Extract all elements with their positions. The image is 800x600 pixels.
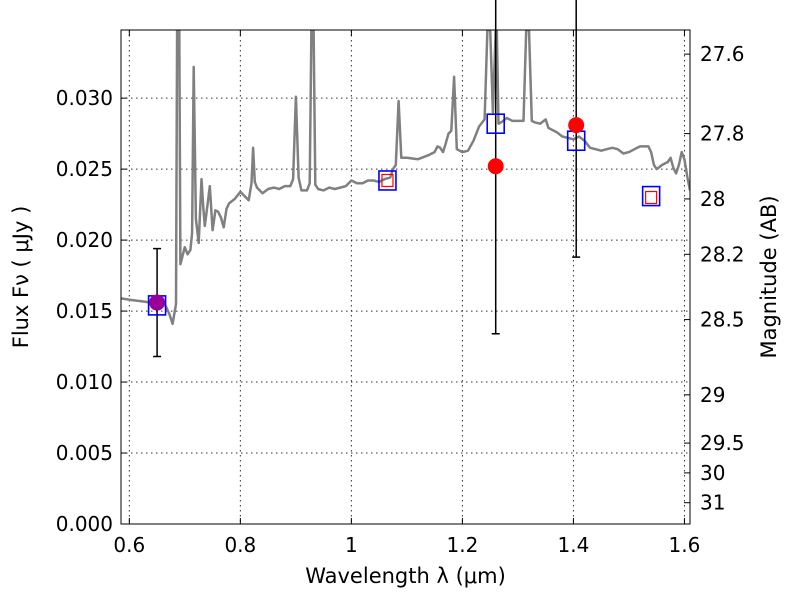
y2-axis-label: Magnitude (AB) — [757, 195, 781, 358]
grid-lines — [121, 30, 690, 525]
y-tick-label: 0.025 — [56, 157, 113, 181]
spectrum-layer — [121, 30, 690, 326]
y-axis-label: Flux Fν ( μJy ) — [9, 206, 33, 349]
y-tick-label: 0.005 — [56, 441, 113, 465]
y2-tick-label: 27.8 — [700, 122, 745, 146]
labels-layer: 0.6 0.8 1 1.2 1.4 1.6 0.000 0.005 0.010 0.015 0.02… — [56, 42, 745, 557]
plot-frame — [120, 29, 691, 525]
y2-tick-label: 31 — [700, 491, 725, 515]
spectrum-line — [121, 30, 690, 326]
observed-point — [568, 117, 585, 134]
y-tick-label: 0.000 — [56, 512, 113, 536]
x-tick-label: 1 — [345, 533, 358, 557]
model-square — [641, 185, 661, 207]
model-square — [486, 113, 506, 134]
x-tick-label: 1.4 — [558, 533, 590, 557]
y2-tick-label: 29 — [700, 383, 725, 407]
y-tick-label: 0.015 — [56, 299, 113, 323]
observed-point — [149, 294, 166, 311]
y2-tick-label: 29.5 — [700, 431, 745, 455]
observed-point — [487, 158, 504, 175]
y2-tick-label: 28.5 — [700, 308, 745, 332]
y2-tick-label: 28 — [700, 187, 725, 211]
model-square — [378, 170, 397, 191]
y2-tick-label: 27.6 — [700, 42, 745, 66]
x-tick-label: 1.6 — [669, 533, 701, 557]
marker-layer — [147, 113, 661, 316]
x-tick-label: 1.2 — [446, 533, 478, 557]
observed-square — [645, 190, 658, 205]
x-tick-label: 0.6 — [113, 533, 145, 557]
observed-square — [381, 173, 394, 188]
ticks-layer — [121, 30, 690, 525]
y-tick-label: 0.010 — [56, 370, 113, 394]
y-tick-label: 0.030 — [56, 86, 113, 110]
x-axis-label: Wavelength λ (μm) — [305, 564, 506, 588]
y2-tick-label: 30 — [700, 461, 725, 485]
x-tick-label: 0.8 — [224, 533, 256, 557]
y-tick-label: 0.020 — [56, 228, 113, 252]
error-bar-layer — [153, 0, 581, 358]
y2-tick-label: 28.2 — [700, 242, 745, 266]
